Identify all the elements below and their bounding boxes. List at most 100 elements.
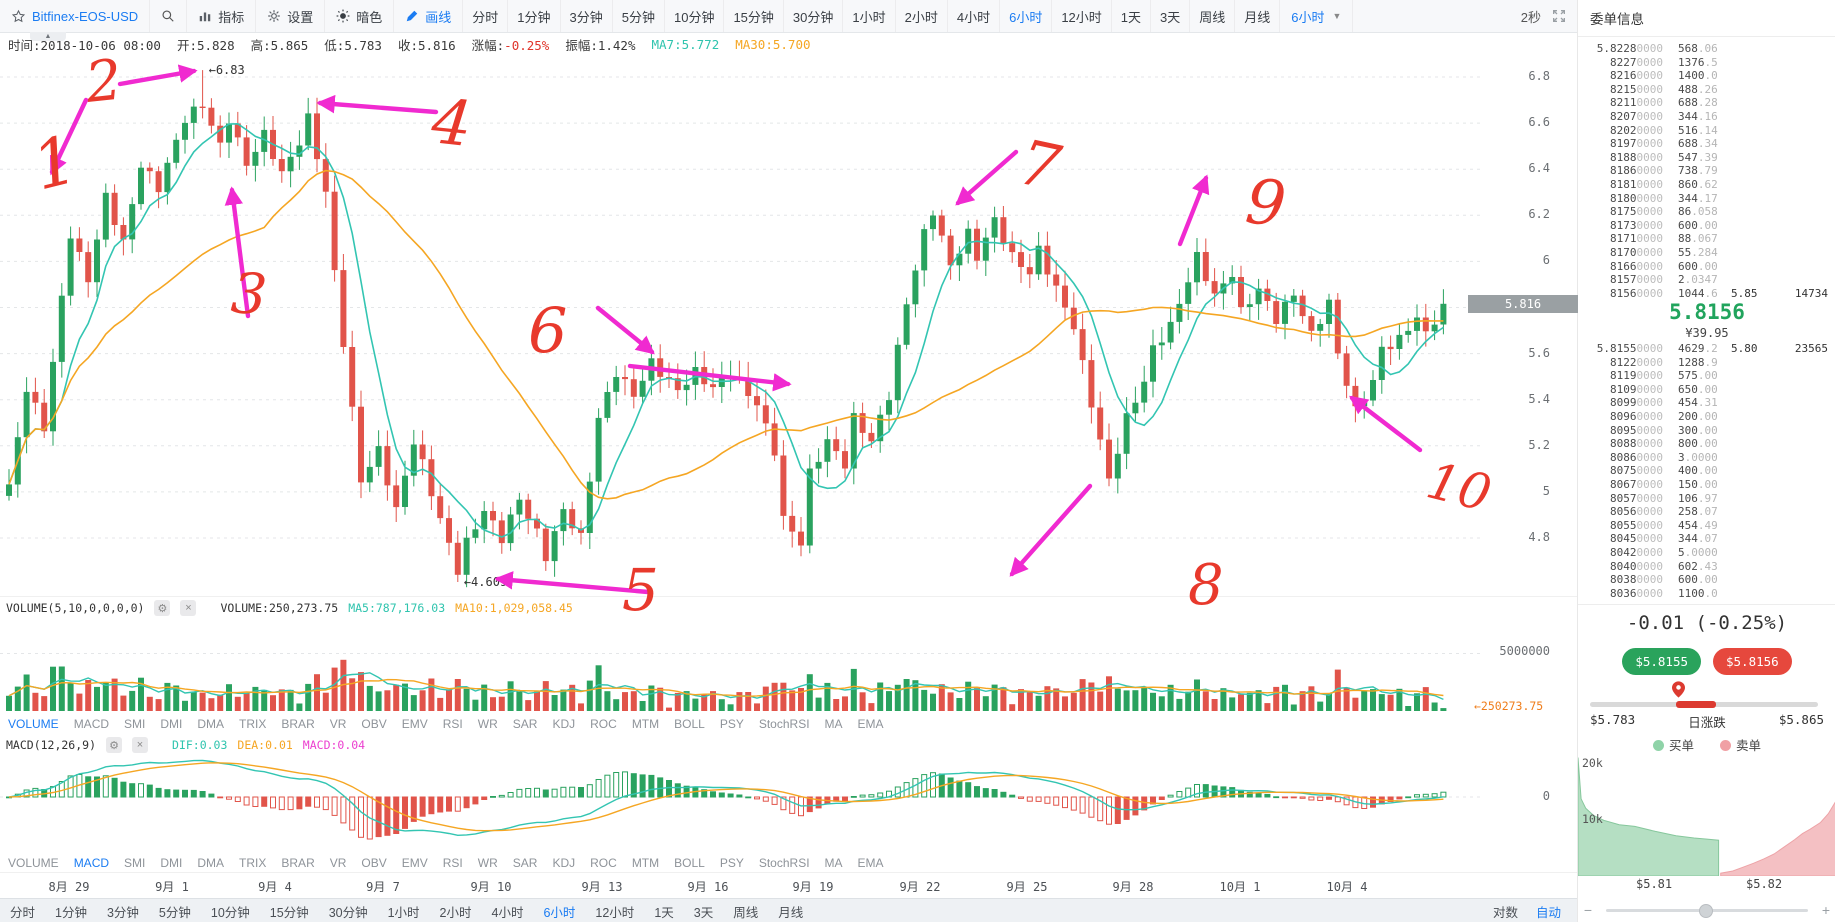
bid-row-row-7[interactable]: 80880000 800.00 xyxy=(1610,437,1718,451)
toolbar-tf-3分钟[interactable]: 3分钟 xyxy=(561,0,613,32)
tab-wr[interactable]: WR xyxy=(477,717,498,731)
zoom-out-button[interactable]: − xyxy=(1583,902,1593,918)
search-button[interactable] xyxy=(150,0,188,32)
tab-ema[interactable]: EMA xyxy=(857,856,884,870)
toolbar-tf-10分钟[interactable]: 10分钟 xyxy=(665,0,725,32)
bid-price-button[interactable]: $5.8155 xyxy=(1622,648,1701,675)
bottom-tf-月线[interactable]: 月线 xyxy=(778,905,804,920)
zoom-handle[interactable] xyxy=(1698,903,1713,918)
tab-brar[interactable]: BRAR xyxy=(281,856,315,870)
zoom-in-button[interactable]: + xyxy=(1821,902,1831,918)
bottom-tf-3天[interactable]: 3天 xyxy=(693,905,714,920)
tab-mtm[interactable]: MTM xyxy=(631,856,660,870)
tab-stochrsi[interactable]: StochRSI xyxy=(758,856,810,870)
bid-row-row-5[interactable]: 80960000 200.00 xyxy=(1610,409,1718,423)
tab-kdj[interactable]: KDJ xyxy=(552,856,576,870)
tab-stochrsi[interactable]: StochRSI xyxy=(758,717,810,731)
bid-row-row-0[interactable]: 5.81550000 4629.2 5.80 23565 xyxy=(1596,342,1828,355)
star-icon[interactable] xyxy=(11,9,26,24)
tab-emv[interactable]: EMV xyxy=(401,856,428,870)
tab-mtm[interactable]: MTM xyxy=(631,717,660,731)
ask-row-row-12[interactable]: 81750000 86.058 xyxy=(1610,205,1718,219)
bid-row-row-3[interactable]: 81090000 650.00 xyxy=(1610,382,1718,396)
toolbar-tf-6小时[interactable]: 6小时 xyxy=(1000,0,1053,32)
tab-boll[interactable]: BOLL xyxy=(674,717,705,731)
bid-row-row-15[interactable]: 80420000 5.0000 xyxy=(1610,545,1718,559)
tab-obv[interactable]: OBV xyxy=(361,856,387,870)
tab-sar[interactable]: SAR xyxy=(512,856,538,870)
bid-row-row-9[interactable]: 80750000 400.00 xyxy=(1610,464,1718,478)
toolbar-tf-30分钟[interactable]: 30分钟 xyxy=(784,0,844,32)
zoom-track[interactable] xyxy=(1606,903,1808,918)
ask-row-row-4[interactable]: 82110000 688.28 xyxy=(1610,96,1718,110)
tab-rsi[interactable]: RSI xyxy=(442,856,463,870)
bid-row-row-8[interactable]: 80860000 3.0000 xyxy=(1610,450,1718,464)
log-scale-toggle[interactable]: 对数 xyxy=(1492,905,1518,920)
ask-row-row-15[interactable]: 81700000 55.284 xyxy=(1610,245,1718,259)
ask-row-row-7[interactable]: 81970000 688.34 xyxy=(1610,137,1718,151)
toolbar-tf-3天[interactable]: 3天 xyxy=(1151,0,1191,32)
ask-row-row-1[interactable]: 82270000 1376.5 xyxy=(1610,55,1718,69)
symbol-button[interactable]: Bitfinex-EOS-USD xyxy=(0,0,151,32)
toolbar-tf-1天[interactable]: 1天 xyxy=(1112,0,1152,32)
ask-row-row-0[interactable]: 5.82280000 568.06 xyxy=(1596,42,1718,55)
toolbar-tf-12小时[interactable]: 12小时 xyxy=(1052,0,1112,32)
candlestick-chart[interactable]: ←6.83 ←4.609 xyxy=(0,56,1577,596)
bottom-tf-1天[interactable]: 1天 xyxy=(654,905,674,920)
price-marker-pin[interactable] xyxy=(1672,681,1685,698)
volume-settings-icon[interactable]: ⚙ xyxy=(154,600,171,616)
toolbar-tf-1小时[interactable]: 1小时 xyxy=(843,0,896,32)
ask-row-row-2[interactable]: 82160000 1400.0 xyxy=(1610,69,1718,83)
toolbar-tf-分时[interactable]: 分时 xyxy=(463,0,509,32)
volume-chart[interactable] xyxy=(0,597,1577,715)
tab-psy[interactable]: PSY xyxy=(719,856,744,870)
tab-roc[interactable]: ROC xyxy=(590,717,617,731)
fullscreen-icon[interactable] xyxy=(1551,8,1567,24)
bid-row-row-1[interactable]: 81220000 1288.9 xyxy=(1610,355,1718,369)
ask-row-row-14[interactable]: 81710000 88.067 xyxy=(1610,232,1718,246)
bid-row-row-13[interactable]: 80550000 454.49 xyxy=(1610,518,1718,532)
ask-row-row-3[interactable]: 82150000 488.26 xyxy=(1610,82,1718,96)
tab-ma[interactable]: MA xyxy=(824,856,843,870)
bid-row-row-10[interactable]: 80670000 150.00 xyxy=(1610,477,1718,491)
volume-close-icon[interactable]: × xyxy=(180,600,197,616)
macd-chart[interactable] xyxy=(0,734,1577,854)
bid-row-row-14[interactable]: 80450000 344.07 xyxy=(1610,532,1718,546)
tab-rsi[interactable]: RSI xyxy=(442,717,463,731)
depth-chart[interactable] xyxy=(1578,752,1835,876)
bottom-tf-15分钟[interactable]: 15分钟 xyxy=(269,905,309,920)
toolbar-tf-周线[interactable]: 周线 xyxy=(1190,0,1236,32)
bid-row-row-12[interactable]: 80560000 258.07 xyxy=(1610,505,1718,519)
bottom-tf-分时[interactable]: 分时 xyxy=(10,905,36,920)
bottom-tf-3分钟[interactable]: 3分钟 xyxy=(106,905,139,920)
day-range-slider-fill[interactable] xyxy=(1676,701,1716,708)
ask-row-row-5[interactable]: 82070000 344.16 xyxy=(1610,109,1718,123)
bottom-tf-6小时[interactable]: 6小时 xyxy=(543,905,576,920)
bid-row-row-6[interactable]: 80950000 300.00 xyxy=(1610,423,1718,437)
ask-row-row-6[interactable]: 82020000 516.14 xyxy=(1610,123,1718,137)
tab-smi[interactable]: SMI xyxy=(124,717,146,731)
toolbar-tf-5分钟[interactable]: 5分钟 xyxy=(613,0,665,32)
macd-settings-icon[interactable]: ⚙ xyxy=(106,737,123,753)
ask-row-row-13[interactable]: 81730000 600.00 xyxy=(1610,218,1718,232)
bid-row-row-18[interactable]: 80360000 1100.0 xyxy=(1610,586,1718,600)
bid-row-row-2[interactable]: 81190000 575.00 xyxy=(1610,369,1718,383)
ask-row-row-10[interactable]: 81810000 860.62 xyxy=(1610,177,1718,191)
tab-vr[interactable]: VR xyxy=(329,717,347,731)
bottom-tf-30分钟[interactable]: 30分钟 xyxy=(328,905,368,920)
tab-kdj[interactable]: KDJ xyxy=(552,717,576,731)
tab-sar[interactable]: SAR xyxy=(512,717,538,731)
bottom-tf-5分钟[interactable]: 5分钟 xyxy=(158,905,191,920)
tab-dma[interactable]: DMA xyxy=(197,717,225,731)
tab-volume[interactable]: VOLUME xyxy=(8,717,59,731)
ask-row-row-16[interactable]: 81660000 600.00 xyxy=(1610,259,1718,273)
tab-roc[interactable]: ROC xyxy=(590,856,617,870)
tab-ma[interactable]: MA xyxy=(824,717,843,731)
tab-macd[interactable]: MACD xyxy=(73,717,110,731)
tab-obv[interactable]: OBV xyxy=(361,717,387,731)
bottom-tf-4小时[interactable]: 4小时 xyxy=(491,905,524,920)
bottom-tf-1分钟[interactable]: 1分钟 xyxy=(55,905,87,920)
ask-row-row-17[interactable]: 81570000 2.0347 xyxy=(1610,273,1718,287)
macd-close-icon[interactable]: × xyxy=(132,737,149,753)
tab-macd[interactable]: MACD xyxy=(73,856,110,870)
